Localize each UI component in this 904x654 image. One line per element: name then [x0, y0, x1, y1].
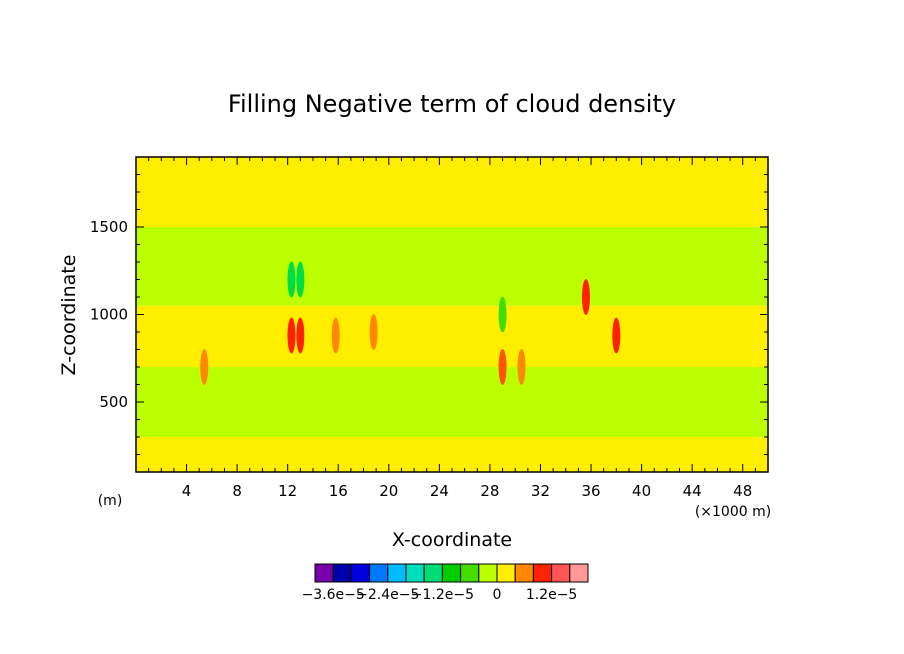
x-tick-label: 48 — [733, 482, 752, 500]
legend-swatch — [496, 563, 516, 583]
plot-area — [135, 156, 769, 473]
contour-band — [136, 437, 768, 472]
x-tick-label: 12 — [278, 482, 297, 500]
contour-feature — [296, 317, 305, 354]
contour-band — [136, 157, 768, 227]
legend-swatch — [569, 563, 589, 583]
contour-band — [136, 305, 768, 367]
legend-label: −1.2e−5 — [411, 587, 474, 603]
x-tick-label: 44 — [683, 482, 702, 500]
legend-swatch — [532, 563, 553, 583]
x-axis-label: X-coordinate — [392, 529, 512, 551]
legend-swatch — [405, 563, 425, 583]
contour-feature — [498, 296, 507, 333]
legend-label: −2.4e−5 — [356, 587, 419, 603]
legend-swatch — [387, 563, 407, 583]
legend-swatch — [460, 563, 480, 583]
legend-label: 0 — [493, 587, 502, 603]
y-tick-label: 1000 — [90, 306, 128, 324]
x-tick-label: 16 — [329, 482, 348, 500]
y-axis-label: Z-coordinate — [58, 255, 80, 376]
contour-feature — [612, 317, 621, 354]
y-tick-label: 500 — [99, 393, 128, 411]
legend-swatch — [441, 563, 462, 583]
x-unit-label: (m) — [98, 493, 123, 509]
contour-band — [136, 227, 768, 306]
x-tick-label: 4 — [182, 482, 192, 500]
contour-feature — [517, 349, 526, 385]
x-tick-label: 24 — [430, 482, 449, 500]
x-tick-label: 36 — [581, 482, 600, 500]
legend-swatch — [350, 563, 371, 583]
x-scale-label: (×1000 m) — [695, 504, 771, 520]
legend-swatch — [314, 563, 334, 583]
legend-swatch — [332, 563, 352, 583]
contour-feature — [287, 317, 296, 354]
x-tick-label: 40 — [632, 482, 651, 500]
color-legend: −3.6e−5−2.4e−5−1.2e−5 0 1.2e−5 — [302, 563, 589, 603]
legend-swatch — [514, 563, 534, 583]
legend-swatch — [478, 563, 498, 583]
contour-feature — [287, 261, 296, 298]
contour-feature — [331, 317, 340, 354]
chart-title: Filling Negative term of cloud density — [228, 90, 676, 118]
contour-feature — [581, 279, 590, 315]
legend-label: −3.6e−5 — [302, 587, 365, 603]
legend-label: 1.2e−5 — [526, 587, 578, 603]
x-tick-label: 28 — [480, 482, 499, 500]
contour-feature — [498, 349, 507, 385]
contour-feature — [369, 314, 378, 350]
legend-swatch — [551, 563, 571, 583]
x-tick-label: 20 — [379, 482, 398, 500]
contour-band — [136, 367, 768, 437]
x-tick-label: 8 — [232, 482, 242, 500]
legend-swatch — [369, 563, 389, 583]
contour-feature — [296, 261, 305, 298]
contour-feature — [200, 349, 209, 385]
y-tick-label: 1500 — [90, 218, 128, 236]
x-tick-label: 32 — [531, 482, 550, 500]
legend-swatch — [423, 563, 443, 583]
